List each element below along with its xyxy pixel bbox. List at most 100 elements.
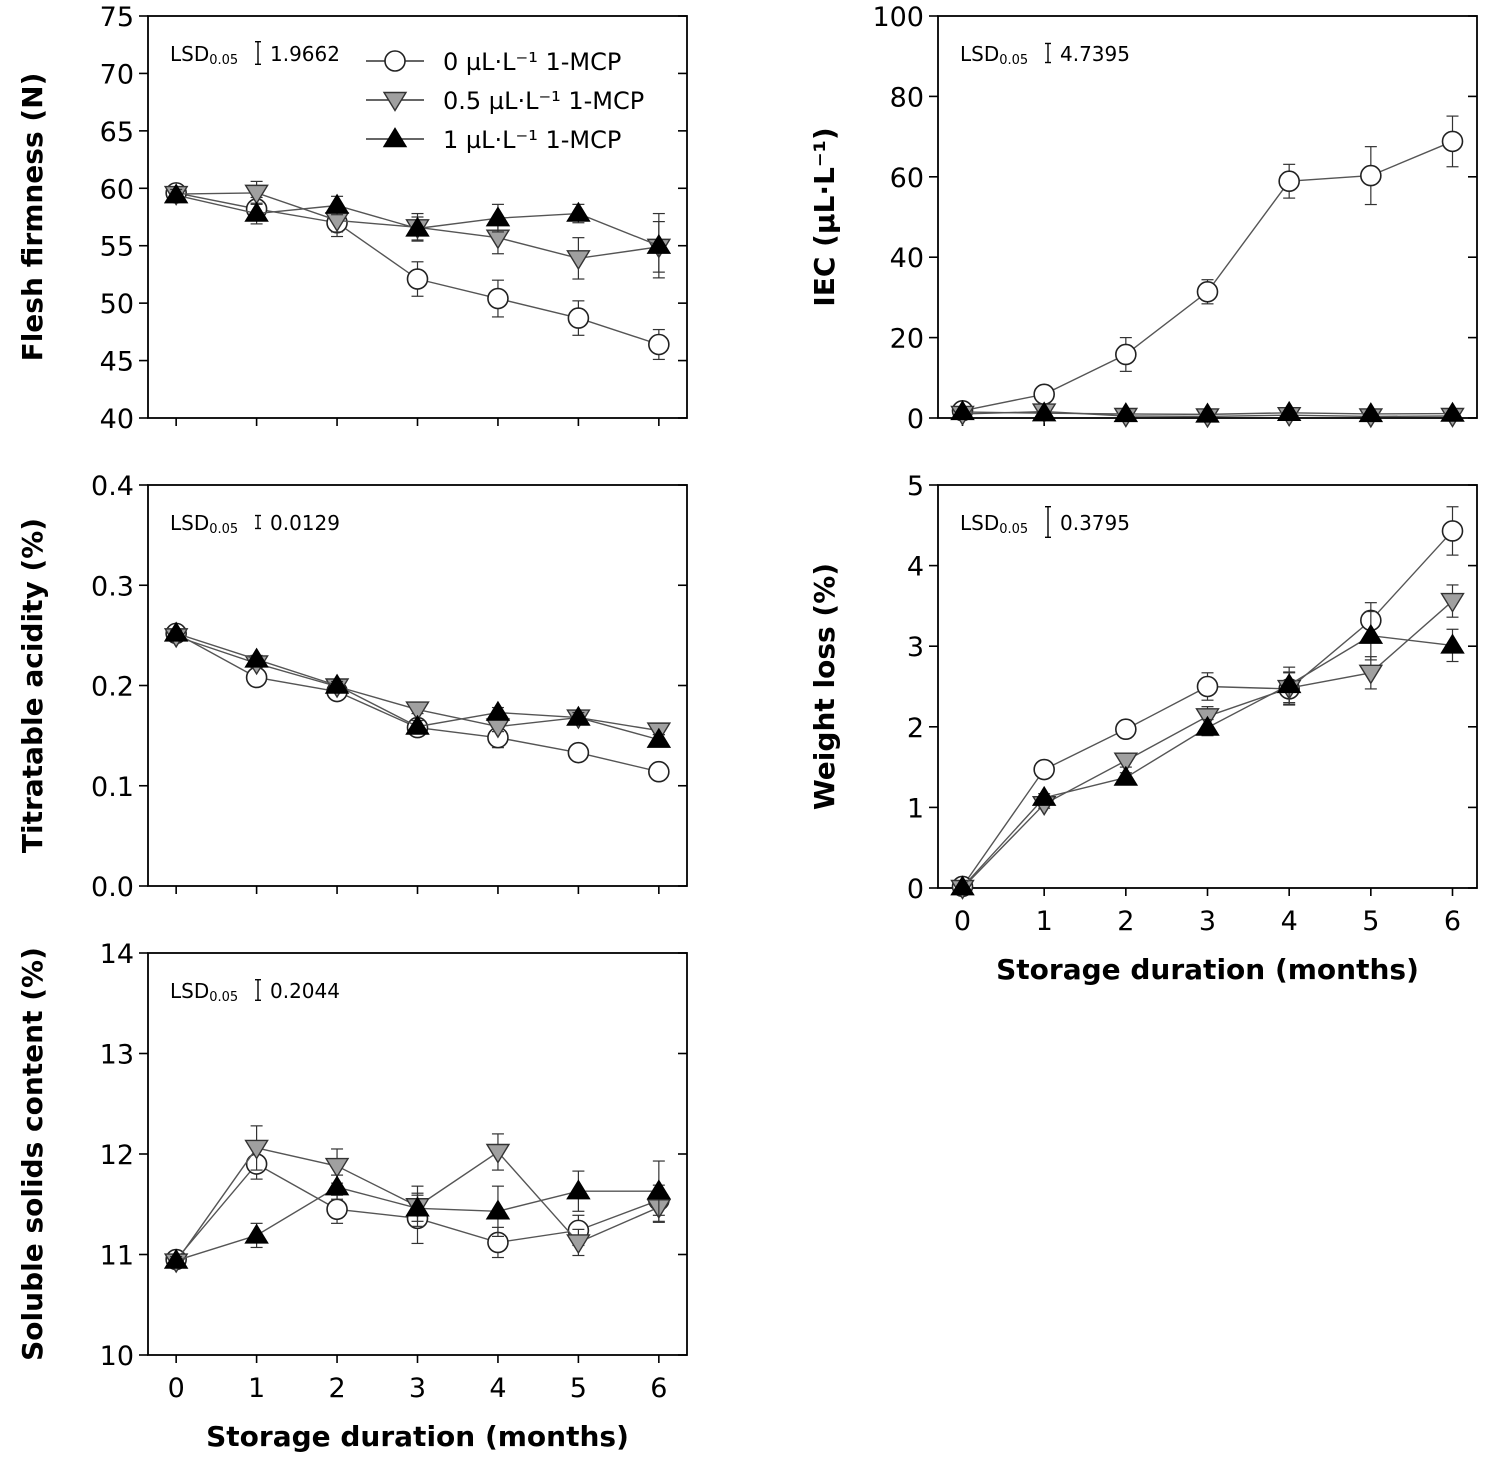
y-tick-label: 0 xyxy=(907,404,924,435)
series-triangle-down xyxy=(950,584,1465,900)
data-point xyxy=(1278,170,1300,193)
series-line xyxy=(961,600,1453,889)
y-tick-label: 5 xyxy=(907,471,924,502)
lsd-label: LSD0.05 xyxy=(170,42,238,68)
x-tick-label: 4 xyxy=(489,1373,506,1404)
series-circle xyxy=(951,506,1464,898)
data-point xyxy=(646,1179,672,1200)
y-tick-label: 45 xyxy=(100,347,134,378)
series-circle xyxy=(165,182,670,361)
legend-marker xyxy=(384,50,406,72)
data-point xyxy=(326,1198,348,1221)
data-point xyxy=(1115,718,1137,741)
data-point xyxy=(1031,401,1057,422)
y-tick-label: 0.0 xyxy=(91,872,134,903)
data-point xyxy=(1113,402,1139,423)
legend-entry-label: 1 µL·L⁻¹ 1-MCP xyxy=(443,126,621,154)
data-point xyxy=(1358,664,1384,685)
data-point xyxy=(324,673,350,694)
data-point xyxy=(1115,343,1137,366)
plot-frame xyxy=(147,952,688,1356)
x-tick-label: 0 xyxy=(168,1373,185,1404)
x-tick-label: 3 xyxy=(409,1373,426,1404)
y-axis-title: Titratable acidity (%) xyxy=(16,518,49,853)
data-point xyxy=(163,621,189,642)
y-tick-label: 4 xyxy=(907,552,924,583)
y-tick-label: 100 xyxy=(872,2,924,33)
data-point xyxy=(1033,758,1055,781)
y-tick-label: 70 xyxy=(100,59,134,90)
lsd-value: 0.3795 xyxy=(1060,511,1130,535)
data-point xyxy=(244,184,269,205)
y-tick-label: 40 xyxy=(100,404,134,435)
y-tick-label: 13 xyxy=(100,1040,134,1071)
series-triangle-up xyxy=(163,1160,672,1269)
y-tick-label: 0.2 xyxy=(91,672,134,703)
x-tick-label: 2 xyxy=(1117,906,1134,937)
y-tick-label: 55 xyxy=(100,232,134,263)
data-point xyxy=(1113,752,1139,773)
series-triangle-up xyxy=(950,400,1465,423)
plot-frame xyxy=(937,15,1478,419)
data-point xyxy=(648,760,670,783)
data-point xyxy=(485,206,511,227)
data-point xyxy=(1440,592,1465,613)
data-point xyxy=(646,233,672,254)
data-point xyxy=(567,307,590,329)
data-point xyxy=(648,333,670,356)
data-point xyxy=(646,727,672,748)
data-point xyxy=(405,714,430,735)
y-tick-label: 0.4 xyxy=(91,471,134,502)
data-point xyxy=(406,268,429,290)
y-tick-label: 3 xyxy=(907,632,924,663)
data-point xyxy=(405,1196,430,1217)
series-triangle-up xyxy=(163,621,672,748)
chart-firmness: 40 45 50 55 60 65 70 75 Flesh firmness (N) LSD0.0… xyxy=(16,2,688,435)
legend-marker xyxy=(382,127,408,148)
y-tick-label: 2 xyxy=(907,713,924,744)
y-tick-label: 10 xyxy=(100,1341,134,1372)
x-tick-label: 5 xyxy=(570,1373,587,1404)
y-tick-label: 60 xyxy=(890,163,924,194)
y-tick-label: 1 xyxy=(907,793,924,824)
data-point xyxy=(1440,633,1465,654)
lsd-label: LSD0.05 xyxy=(170,511,238,537)
data-point xyxy=(405,701,430,722)
data-point xyxy=(566,250,591,271)
x-tick-label: 6 xyxy=(1444,906,1461,937)
data-point xyxy=(1196,280,1219,303)
y-axis-title: Soluble solids content (%) xyxy=(16,947,49,1361)
x-tick-label: 1 xyxy=(1036,906,1053,937)
data-point xyxy=(1360,164,1382,187)
y-tick-label: 50 xyxy=(100,289,134,320)
x-tick-label: 2 xyxy=(328,1373,345,1404)
data-point xyxy=(950,875,975,896)
data-point xyxy=(1358,402,1384,423)
lsd-subscript: 0.05 xyxy=(209,522,238,537)
data-point xyxy=(1033,383,1055,406)
x-tick-label: 4 xyxy=(1281,906,1298,937)
lsd-subscript: 0.05 xyxy=(999,53,1028,68)
data-point xyxy=(244,1223,269,1244)
y-tick-label: 11 xyxy=(100,1241,134,1272)
data-point xyxy=(244,647,269,668)
lsd-value: 0.0129 xyxy=(270,511,340,535)
data-point xyxy=(163,1248,189,1269)
lsd-value: 0.2044 xyxy=(270,979,340,1003)
data-point xyxy=(1358,623,1384,644)
series-circle xyxy=(951,115,1464,422)
chart-weightloss: 0 1 2 3 4 5 0 1 2 3 4 5 6 Weight loss (%) Storage dura… xyxy=(808,471,1478,986)
x-tick-label: 1 xyxy=(248,1373,265,1404)
data-point xyxy=(324,193,350,214)
data-point xyxy=(566,705,591,726)
data-point xyxy=(324,1175,350,1196)
data-point xyxy=(1440,401,1465,422)
y-tick-label: 75 xyxy=(100,2,134,33)
x-tick-label: 3 xyxy=(1199,906,1216,937)
data-point xyxy=(566,1234,591,1255)
x-axis-title: Storage duration (months) xyxy=(206,1420,629,1453)
lsd-subscript: 0.05 xyxy=(209,990,238,1005)
x-axis-title: Storage duration (months) xyxy=(996,953,1419,986)
x-tick-label: 0 xyxy=(954,906,971,937)
